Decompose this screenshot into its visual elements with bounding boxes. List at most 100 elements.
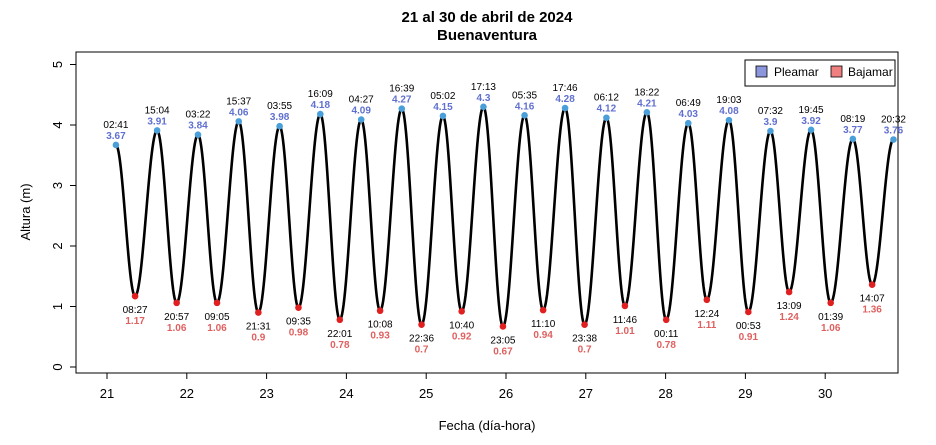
high-tide-time: 05:02 <box>430 91 455 102</box>
high-tide-value: 4.27 <box>392 95 412 106</box>
legend-pleamar-swatch <box>755 65 768 78</box>
tide-curve-line <box>115 105 895 328</box>
high-tide-time: 19:45 <box>799 105 824 116</box>
high-tide-point <box>480 103 487 111</box>
high-tide-point <box>235 118 243 125</box>
low-tide-point <box>785 288 793 296</box>
low-tide-time: 11:46 <box>613 315 638 326</box>
low-tide-value: 1.06 <box>207 323 227 334</box>
high-tide-value: 4.18 <box>311 100 331 111</box>
low-tide-time: 22:01 <box>327 329 352 340</box>
low-tide-point <box>336 316 344 324</box>
chart-subtitle: Buenaventura <box>437 27 538 44</box>
high-tide-time: 03:55 <box>267 101 292 112</box>
high-tide-value: 3.84 <box>188 121 208 132</box>
low-tide-time: 00:11 <box>654 329 679 340</box>
high-tide-point <box>561 104 569 112</box>
low-tide-point <box>295 304 302 312</box>
x-tick-label: 24 <box>339 386 353 401</box>
low-tide-point <box>458 308 465 315</box>
tide-points <box>112 103 897 330</box>
x-tick-label: 26 <box>499 386 513 401</box>
chart-title: 21 al 30 de abril de 2024 <box>402 9 574 26</box>
x-axis: 21 22 23 24 25 26 27 28 29 30 <box>100 373 832 401</box>
y-tick-label: 0 <box>50 363 65 370</box>
x-tick-label: 30 <box>818 386 832 401</box>
high-tide-point <box>643 108 651 116</box>
y-tick-label: 4 <box>50 121 65 128</box>
y-tick-label: 1 <box>50 303 65 310</box>
high-tide-value: 4.09 <box>351 106 371 117</box>
high-tide-value: 4.21 <box>637 98 657 109</box>
high-tide-value: 3.76 <box>884 126 904 137</box>
high-tide-time: 17:46 <box>553 83 578 94</box>
high-tide-value: 4.03 <box>679 109 699 120</box>
low-tide-time: 23:38 <box>572 334 597 345</box>
high-tide-time: 16:09 <box>308 89 333 100</box>
low-tide-point <box>662 316 670 324</box>
low-tide-value: 1.06 <box>821 323 841 334</box>
high-tide-time: 08:19 <box>840 114 865 125</box>
y-tick-label: 2 <box>50 242 65 249</box>
low-tide-value: 1.36 <box>862 305 882 316</box>
low-tide-time: 11:10 <box>531 319 556 330</box>
low-tide-point <box>745 308 752 316</box>
low-tide-value: 0.94 <box>533 330 553 341</box>
high-tide-point <box>725 116 733 124</box>
high-tide-time: 06:12 <box>594 93 619 104</box>
low-tide-value: 0.93 <box>370 331 390 342</box>
low-tide-point <box>173 299 180 307</box>
high-tide-time: 16:39 <box>389 84 414 95</box>
high-tide-point <box>521 112 528 119</box>
low-tide-time: 09:05 <box>204 312 229 323</box>
high-tide-time: 20:32 <box>881 115 906 126</box>
low-tide-point <box>255 309 262 316</box>
high-tide-time: 15:04 <box>145 105 170 116</box>
low-tide-time: 20:57 <box>164 312 189 323</box>
x-tick-label: 21 <box>100 386 114 401</box>
legend-bajamar-label: Bajamar <box>848 65 893 79</box>
high-tide-point <box>684 119 692 127</box>
high-tide-time: 02:41 <box>103 120 128 131</box>
x-tick-label: 29 <box>738 386 752 401</box>
low-tide-point <box>131 292 139 300</box>
legend-bajamar-swatch <box>830 65 843 78</box>
high-tide-value: 3.98 <box>270 112 290 123</box>
high-tide-point <box>276 122 283 130</box>
x-tick-label: 25 <box>419 386 433 401</box>
low-tide-value: 1.24 <box>779 312 799 323</box>
x-axis-label: Fecha (día-hora) <box>439 418 536 433</box>
high-tide-point <box>316 110 324 118</box>
legend-pleamar-label: Pleamar <box>774 65 819 79</box>
high-tide-value: 4.15 <box>433 102 453 113</box>
low-tide-value: 1.06 <box>167 323 187 334</box>
high-tide-time: 17:13 <box>471 82 496 93</box>
low-tide-time: 10:08 <box>368 320 393 331</box>
high-tide-point <box>194 131 202 138</box>
legend-box <box>744 59 896 87</box>
high-tide-value: 4.16 <box>515 101 535 112</box>
high-tide-time: 07:32 <box>758 106 783 117</box>
x-tick-label: 27 <box>579 386 593 401</box>
low-tide-point <box>868 281 876 289</box>
low-tide-value: 0.98 <box>289 328 309 339</box>
high-tide-point <box>890 136 897 143</box>
low-tide-point <box>581 321 588 328</box>
low-tide-point <box>621 302 629 310</box>
y-axis-label: Altura (m) <box>18 183 33 240</box>
low-tide-time: 10:40 <box>449 320 474 331</box>
high-tide-value: 3.91 <box>147 116 167 127</box>
x-tick-label: 28 <box>658 386 672 401</box>
low-tide-point <box>827 299 834 307</box>
x-tick-label: 22 <box>180 386 194 401</box>
low-tide-value: 1.11 <box>697 320 716 331</box>
high-tide-point <box>807 126 815 134</box>
low-tide-value: 0.78 <box>656 340 676 351</box>
low-tide-value: 0.91 <box>739 332 759 343</box>
high-tide-point <box>849 135 857 143</box>
low-tide-value: 0.9 <box>251 333 265 344</box>
low-tide-point <box>418 321 425 328</box>
high-tide-point <box>603 114 610 122</box>
high-tide-time: 15:37 <box>226 96 251 107</box>
low-tide-time: 21:31 <box>246 322 271 333</box>
